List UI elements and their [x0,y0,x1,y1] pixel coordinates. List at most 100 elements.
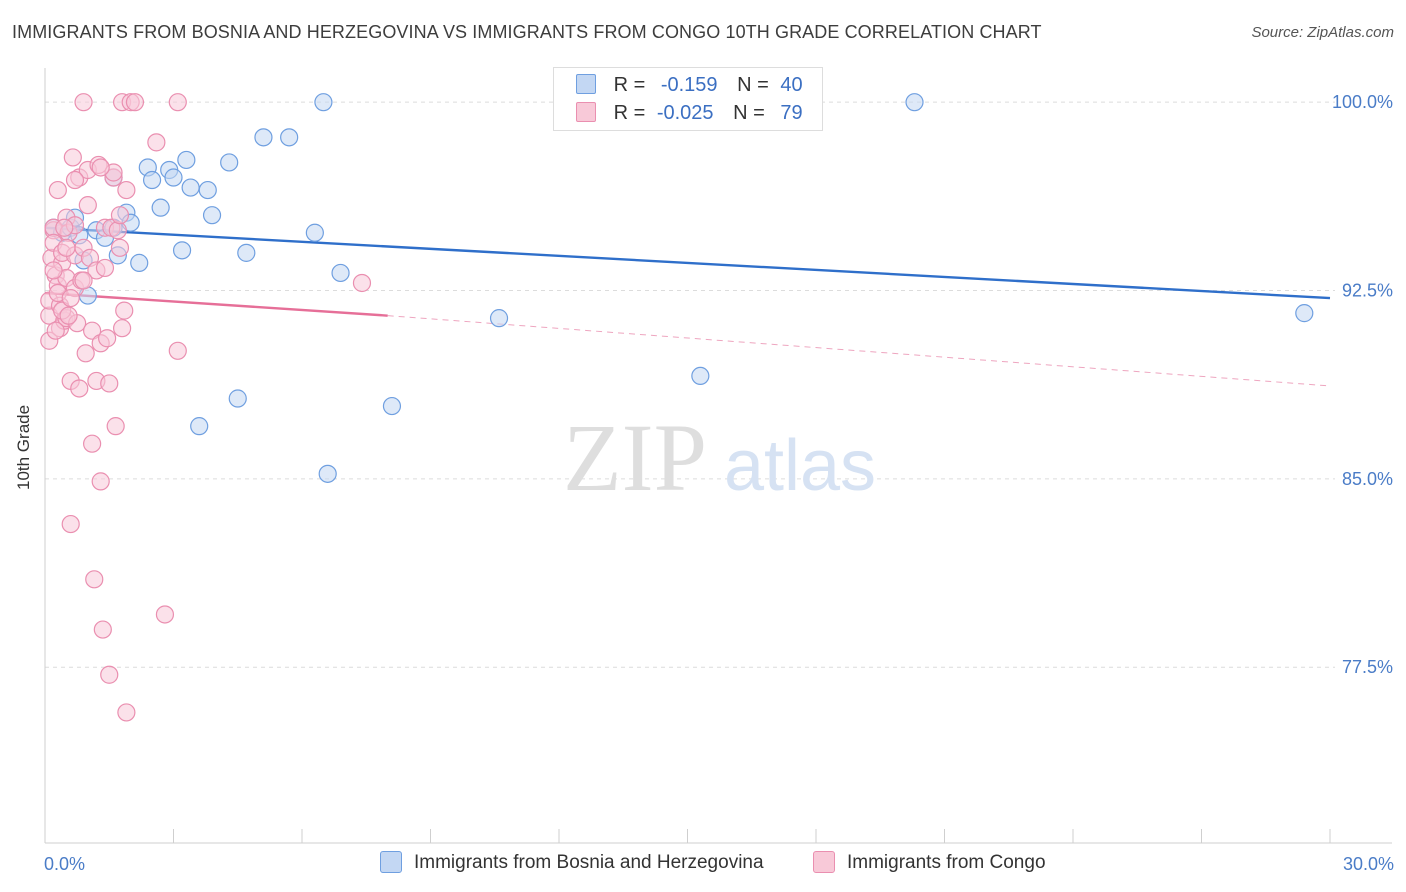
point-series-1-8 [48,180,67,200]
point-series-0-29 [280,128,299,147]
y-tick-labels: 100.0% 92.5% 85.0% 77.5% [1332,92,1393,677]
point-series-1-55 [112,319,132,338]
point-series-1-54 [110,206,130,225]
point-series-0-33 [331,263,350,283]
point-series-1-37 [85,570,104,589]
point-series-1-43 [93,620,112,639]
legend-swatch-congo [576,102,596,122]
point-series-1-47 [100,374,119,393]
bottom-legend-swatch-congo [813,851,835,873]
point-series-1-75 [44,261,63,280]
gridlines [45,101,1335,668]
point-series-0-25 [220,153,239,172]
point-series-0-22 [190,417,209,436]
point-series-1-58 [117,180,136,200]
point-series-0-16 [151,198,170,217]
legend-n-label: N = [733,102,765,124]
point-series-0-31 [314,93,333,112]
trend-line-series-1 [44,291,388,317]
point-series-1-46 [98,329,117,348]
point-series-1-20 [61,514,80,534]
bottom-legend-label-congo: Immigrants from Congo [847,852,1046,873]
bottom-legend-congo: Immigrants from Congo [813,851,1046,874]
source-credit: Source: ZipAtlas.com [1251,24,1394,41]
legend-swatch-bosnia [576,74,596,94]
point-series-1-77 [91,158,110,177]
point-series-0-15 [142,170,162,190]
point-series-1-76 [65,170,85,190]
point-series-1-61 [125,93,145,112]
point-series-1-70 [74,271,93,290]
trend-lines [44,226,1331,387]
chart-title: IMMIGRANTS FROM BOSNIA AND HERZEGOVINA V… [12,22,1042,42]
y-tick-label-0: 100.0% [1332,92,1393,112]
legend-n-label: N = [737,74,769,96]
point-series-0-13 [130,253,149,273]
point-series-1-52 [108,221,127,240]
point-series-1-73 [55,218,74,237]
point-series-1-31 [76,344,95,363]
legend-n-value: 79 [780,102,803,124]
point-series-0-38 [1295,304,1314,323]
point-series-1-72 [46,321,65,340]
legend-n-value: 40 [780,74,803,96]
point-series-1-65 [168,341,187,360]
point-series-1-57 [115,301,134,320]
point-series-0-21 [181,178,200,197]
point-series-1-45 [95,258,115,278]
watermark-atlas: atlas [724,426,876,506]
point-series-0-27 [237,243,256,262]
legend-r-label: R = [613,74,646,96]
point-series-0-36 [691,366,710,386]
point-series-1-26 [70,379,89,398]
legend-r-value: -0.025 [656,102,714,124]
point-series-1-32 [78,196,97,215]
point-series-0-20 [177,150,196,170]
legend-row-bosnia: R = -0.159 N = 40 [576,74,803,98]
point-series-0-18 [164,168,183,187]
y-tick-label-1: 92.5% [1342,281,1393,301]
y-tick-label-3: 77.5% [1342,657,1393,677]
point-series-1-64 [168,93,187,112]
point-series-1-71 [57,238,76,257]
x-tick-label-1: 30.0% [1343,854,1394,874]
point-series-1-62 [147,133,166,152]
y-tick-label-2: 85.0% [1342,469,1393,489]
x-tick-label-0: 0.0% [44,854,85,874]
point-series-0-23 [198,180,217,200]
data-points [40,93,1314,722]
point-series-0-28 [254,128,273,147]
point-series-1-59 [117,703,136,722]
point-series-1-21 [63,148,82,167]
legend-r-label: R = [613,102,646,124]
point-series-1-35 [83,321,102,340]
bottom-legend-bosnia: Immigrants from Bosnia and Herzegovina [380,851,764,874]
point-series-1-78 [59,306,78,325]
legend-row-congo: R = -0.025 N = 79 [576,102,803,126]
point-series-1-66 [352,273,372,293]
point-series-0-34 [382,396,402,416]
point-series-0-30 [305,223,324,242]
point-series-1-36 [83,434,102,453]
watermark-zip: ZIP [563,404,707,511]
point-series-1-69 [61,288,80,308]
point-series-1-53 [110,238,130,257]
axes [44,68,1392,844]
point-series-1-42 [91,472,110,491]
trend-extension-series-1 [387,315,1331,387]
point-series-0-35 [489,309,509,328]
point-series-0-32 [318,464,337,483]
point-series-1-29 [74,93,93,112]
stats-legend: R = -0.159 N = 40 R = -0.025 N = 79 [553,67,823,131]
point-series-1-51 [106,417,125,436]
trend-line-series-0 [44,226,1331,300]
bottom-legend-label-bosnia: Immigrants from Bosnia and Herzegovina [414,852,764,873]
point-series-0-26 [228,389,247,408]
point-series-1-48 [100,665,119,684]
point-series-0-37 [905,93,924,112]
point-series-0-24 [202,206,222,225]
point-series-1-63 [155,605,175,624]
bottom-legend-swatch-bosnia [380,851,402,873]
point-series-0-19 [172,241,192,260]
